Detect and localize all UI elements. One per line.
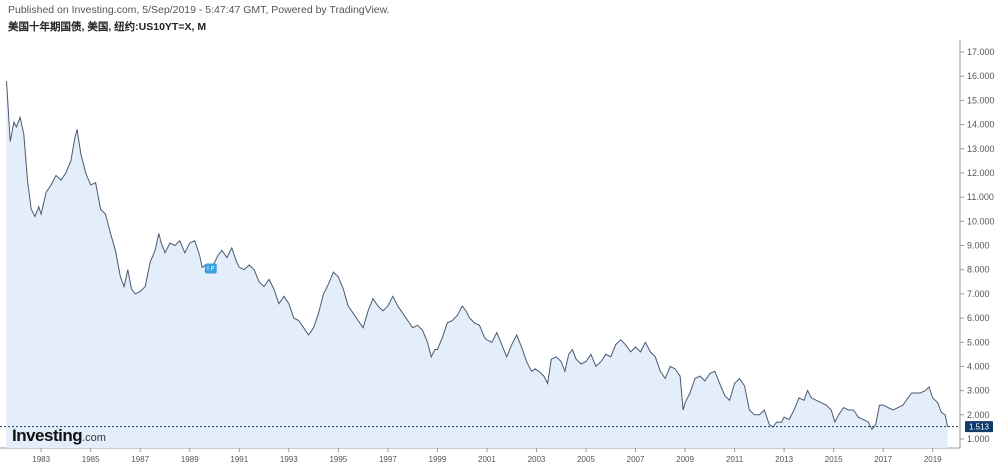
y-tick-label: 15.000 [967, 95, 995, 105]
x-tick-label: 1995 [329, 455, 347, 464]
x-tick-label: 1991 [230, 455, 248, 464]
y-tick-label: 17.000 [967, 47, 995, 57]
x-tick-label: 1997 [379, 455, 397, 464]
x-tick-label: 1999 [429, 455, 447, 464]
published-caption: Published on Investing.com, 5/Sep/2019 -… [8, 4, 390, 16]
y-tick-label: 4.000 [967, 361, 990, 371]
x-tick-label: 2005 [577, 455, 595, 464]
x-tick-label: 2015 [825, 455, 843, 464]
logo-suffix: .com [82, 432, 106, 444]
x-tick-label: 2011 [726, 455, 744, 464]
y-tick-label: 16.000 [967, 71, 995, 81]
y-tick-label: 12.000 [967, 168, 995, 178]
last-value-label: 1.513 [969, 423, 990, 432]
x-axis-ticks: 1983 1985 1987 1989 1991 1993 1995 1997 1999 2001… [32, 448, 942, 464]
y-tick-label: 7.000 [967, 289, 990, 299]
event-marker-label: I P [207, 266, 214, 272]
y-tick-label: 14.000 [967, 120, 995, 130]
x-tick-label: 2013 [775, 455, 793, 464]
y-tick-label: 2.000 [967, 410, 990, 420]
x-tick-label: 2019 [924, 455, 942, 464]
x-tick-label: 2009 [676, 455, 694, 464]
y-tick-label: 3.000 [967, 386, 990, 396]
y-tick-label: 1.000 [967, 434, 990, 444]
y-tick-label: 13.000 [967, 144, 995, 154]
y-axis-ticks: 17.000 16.000 15.000 14.000 13.000 12.000 11.0… [960, 47, 995, 444]
symbol-label: 美国十年期国债, 美国, 纽约:US10YT=X, M [8, 21, 207, 33]
y-tick-label: 11.000 [967, 192, 994, 202]
x-tick-label: 1983 [32, 455, 50, 464]
x-tick-label: 1989 [181, 455, 199, 464]
series-area [6, 81, 948, 448]
last-value-tag: 1.513 [965, 421, 993, 433]
y-tick-label: 5.000 [967, 337, 990, 347]
x-tick-label: 2001 [478, 455, 496, 464]
y-tick-label: 6.000 [967, 313, 990, 323]
x-tick-label: 1985 [82, 455, 100, 464]
x-tick-label: 1993 [280, 455, 298, 464]
event-marker[interactable]: I P [204, 263, 217, 274]
x-tick-label: 2007 [627, 455, 645, 464]
y-tick-label: 9.000 [967, 241, 990, 251]
investing-logo: Investing.com [12, 426, 106, 446]
logo-main: Investing [12, 426, 83, 445]
y-tick-label: 10.000 [967, 216, 995, 226]
y-tick-label: 8.000 [967, 265, 990, 275]
x-tick-label: 1987 [131, 455, 149, 464]
x-tick-label: 2003 [528, 455, 546, 464]
x-tick-label: 2017 [874, 455, 892, 464]
series-line [6, 80, 949, 431]
